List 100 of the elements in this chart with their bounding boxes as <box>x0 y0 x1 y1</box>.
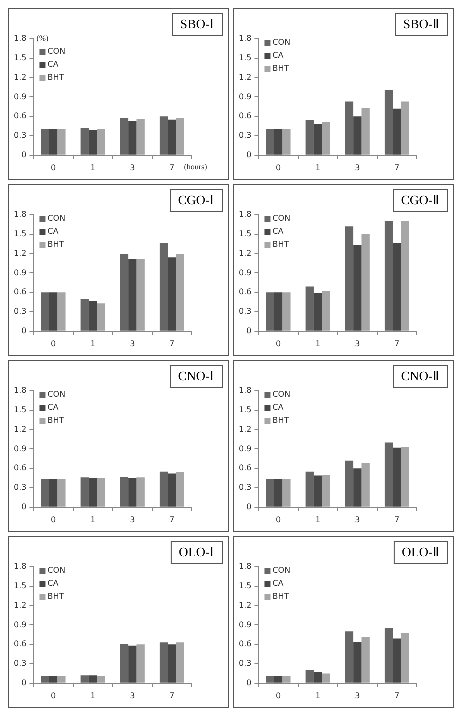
bar <box>314 293 322 331</box>
y-tick-label: 1.2 <box>14 600 27 610</box>
y-tick-label: 1.8 <box>14 34 27 44</box>
x-tick-label: 0 <box>50 339 56 348</box>
bar <box>168 474 176 507</box>
bar <box>354 642 362 683</box>
bar <box>345 102 354 155</box>
bar <box>136 258 145 331</box>
bar <box>401 102 410 155</box>
bar <box>266 478 274 507</box>
bar <box>322 475 330 507</box>
y-tick-label: 0.6 <box>14 464 27 473</box>
bar <box>97 676 106 683</box>
y-tick-label: 1.2 <box>14 72 27 82</box>
bar <box>282 676 291 683</box>
legend-label: BHT <box>272 416 290 426</box>
bar <box>88 676 98 683</box>
x-tick-label: 0 <box>50 515 56 524</box>
y-tick-label: 1.5 <box>238 53 252 62</box>
x-tick-label: 1 <box>90 339 96 348</box>
bar <box>306 472 314 507</box>
bar <box>41 130 50 155</box>
legend-label: CA <box>48 60 60 70</box>
x-tick-label: 0 <box>50 163 56 172</box>
bar <box>97 130 106 155</box>
bar <box>128 478 137 507</box>
y-tick-label: 0 <box>22 502 27 512</box>
bar <box>88 478 98 507</box>
bar <box>80 299 89 331</box>
y-tick-label: 0.9 <box>14 620 27 630</box>
y-tick-label: 1.5 <box>14 405 27 414</box>
bar <box>168 644 176 683</box>
bar <box>80 128 89 155</box>
legend-label: BHT <box>48 416 64 426</box>
y-tick-label: 0 <box>246 150 252 160</box>
bar <box>322 122 330 155</box>
legend-label: CA <box>48 579 60 588</box>
y-tick-label: 1.8 <box>238 34 252 44</box>
y-tick-label: 1.2 <box>14 248 27 258</box>
bar <box>384 442 394 507</box>
bar <box>274 478 283 507</box>
bar <box>88 130 98 155</box>
x-tick-label: 1 <box>316 339 321 348</box>
bar <box>176 642 184 683</box>
bar <box>266 130 274 155</box>
y-tick-label: 0.6 <box>14 112 27 121</box>
x-tick-label: 0 <box>276 691 282 700</box>
y-tick-label: 1.8 <box>238 210 252 220</box>
bar <box>393 108 402 155</box>
y-tick-label: 0.6 <box>238 288 252 297</box>
x-tick-label: 3 <box>130 163 136 172</box>
y-axis-title: (%) <box>36 34 50 44</box>
bar <box>176 254 184 331</box>
y-tick-label: 1.2 <box>238 424 252 434</box>
chart-title: OLO-Ⅰ <box>178 544 214 560</box>
bar <box>128 121 137 155</box>
bar <box>266 292 274 331</box>
x-tick-label: 3 <box>355 515 360 524</box>
bar <box>384 90 394 155</box>
bar <box>322 291 330 331</box>
bar <box>393 448 402 507</box>
legend-label: CON <box>272 566 291 576</box>
chart-title: SBO-Ⅰ <box>180 16 214 32</box>
bar <box>58 292 66 331</box>
x-tick-label: 1 <box>316 163 321 172</box>
legend-label: BHT <box>48 73 64 82</box>
bar <box>160 642 168 683</box>
x-tick-label: 7 <box>394 163 400 172</box>
y-tick-label: 0.9 <box>238 268 252 278</box>
bar <box>393 243 402 331</box>
legend-label: CON <box>272 390 291 400</box>
bar <box>97 478 106 507</box>
bar <box>274 130 283 155</box>
legend-label: BHT <box>48 240 64 250</box>
y-tick-label: 1.8 <box>14 210 27 220</box>
bar <box>393 638 402 683</box>
x-tick-label: 3 <box>355 691 360 700</box>
y-tick-label: 0.9 <box>14 444 27 454</box>
y-tick-label: 0.3 <box>238 307 252 316</box>
bar <box>401 447 410 507</box>
bar <box>120 644 129 683</box>
bar <box>41 292 50 331</box>
legend-label: CA <box>272 51 284 60</box>
bar <box>128 646 137 683</box>
bar <box>120 118 129 155</box>
legend-label: CA <box>272 227 284 236</box>
y-tick-label: 0.6 <box>238 464 252 473</box>
bar <box>345 460 354 507</box>
legend-label: CA <box>272 403 284 412</box>
x-tick-label: 0 <box>276 163 282 172</box>
y-tick-label: 0.3 <box>14 483 27 492</box>
bar <box>322 674 330 683</box>
bar <box>345 226 354 331</box>
y-tick-label: 0 <box>246 678 252 688</box>
x-tick-label: 3 <box>355 339 360 348</box>
x-axis-title: (hours) <box>184 162 208 172</box>
y-tick-label: 0.3 <box>14 307 27 316</box>
bar <box>362 637 370 683</box>
legend-label: CA <box>48 403 60 412</box>
x-tick-label: 0 <box>50 691 56 700</box>
